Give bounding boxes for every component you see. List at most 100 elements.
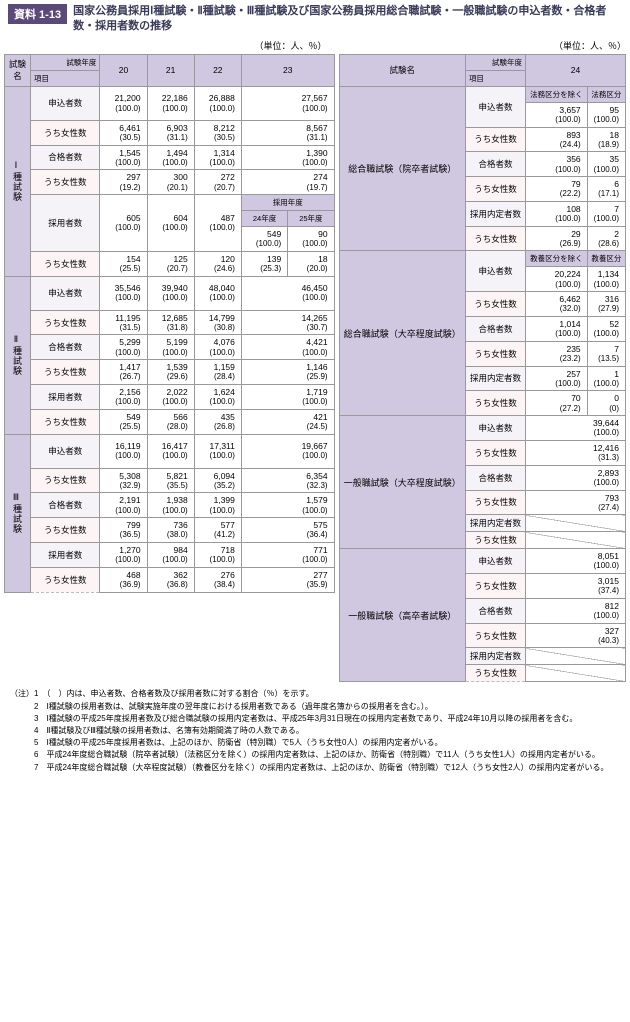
left-table: 試験名 試験年度 20 21 22 23 項目 Ⅰ種試験申込者数21,200(1…	[4, 54, 335, 593]
item: 合格者数	[465, 152, 525, 177]
data-cell: 5,199(100.0)	[147, 335, 194, 360]
page-title: 国家公務員採用Ⅰ種試験・Ⅱ種試験・Ⅲ種試験及び国家公務員採用総合職試験・一般職試…	[73, 4, 622, 35]
data-cell: 29(26.9)	[526, 226, 588, 251]
sub-f: うち女性数	[465, 292, 525, 317]
sub-f: うち女性数	[31, 170, 100, 195]
data-cell: 297(19.2)	[100, 170, 147, 195]
data-cell: 793(27.4)	[526, 490, 626, 515]
sub-f: うち女性数	[465, 127, 525, 152]
th-item: 項目	[31, 70, 100, 86]
item: 採用内定者数	[465, 648, 525, 665]
data-cell: 1,314(100.0)	[194, 145, 241, 170]
data-cell: 1,624(100.0)	[194, 385, 241, 410]
th-fy-r: 試験年度	[465, 54, 525, 70]
data-cell: 277(35.9)	[241, 567, 334, 592]
note-line: 2 Ⅰ種試験の採用者数は、試験実施年度の翌年度における採用者数である（過年度名簿…	[10, 701, 620, 712]
cat: Ⅰ種試験	[5, 86, 31, 276]
sub-f: うち女性数	[31, 518, 100, 543]
item: 申込者数	[465, 549, 525, 574]
item: 申込者数	[31, 434, 100, 468]
note-line: 5 Ⅰ種試験の平成25年度採用者数は、上記のほか、防衛省（特別職）で5人（うち女…	[10, 737, 620, 748]
data-cell: 18(20.0)	[288, 251, 334, 276]
sub-f: うち女性数	[31, 567, 100, 592]
sub-f: うち女性数	[31, 120, 100, 145]
data-cell: 274(19.7)	[241, 170, 334, 195]
sub-h1: 法務区分を除く	[526, 86, 588, 102]
th-fy-diag: 試験年度	[31, 54, 100, 70]
item: 採用内定者数	[465, 201, 525, 226]
notes: （注）1 （ ）内は、申込者数、合格者数及び採用者数に対する割合（％）を示す。 …	[0, 682, 630, 779]
data-cell: 18(18.9)	[587, 127, 625, 152]
data-cell: 2(28.6)	[587, 226, 625, 251]
data-cell: 108(100.0)	[526, 201, 588, 226]
data-cell: 16,417(100.0)	[147, 434, 194, 468]
data-cell: 19,667(100.0)	[241, 434, 334, 468]
data-cell: 566(28.0)	[147, 409, 194, 434]
sub-f: うち女性数	[31, 360, 100, 385]
data-cell: 27,567(100.0)	[241, 86, 334, 120]
data-cell: 26,888(100.0)	[194, 86, 241, 120]
data-cell: 125(20.7)	[147, 251, 194, 276]
data-cell: 8,212(30.5)	[194, 120, 241, 145]
data-cell: 5,308(32.9)	[100, 468, 147, 493]
data-cell: 1,494(100.0)	[147, 145, 194, 170]
data-cell: 52(100.0)	[587, 317, 625, 342]
data-cell: 79(22.2)	[526, 177, 588, 202]
item: 合格者数	[465, 317, 525, 342]
right-table: 試験名 試験年度 24 項目 総合職試験（院卒者試験） 申込者数 法務区分を除く…	[339, 54, 626, 683]
item: 申込者数	[465, 86, 525, 127]
th-y21: 21	[147, 54, 194, 86]
item: 申込者数	[31, 86, 100, 120]
data-cell: 8,567(31.1)	[241, 120, 334, 145]
data-cell: 3,015(37.4)	[526, 574, 626, 599]
data-cell: 35,546(100.0)	[100, 276, 147, 310]
data-cell: 6,354(32.3)	[241, 468, 334, 493]
data-cell: 316(27.9)	[587, 292, 625, 317]
data-cell: 5,299(100.0)	[100, 335, 147, 360]
data-cell: 1,014(100.0)	[526, 317, 588, 342]
data-cell: 1,134(100.0)	[587, 267, 625, 292]
data-cell: 6(17.1)	[587, 177, 625, 202]
data-cell: 435(26.8)	[194, 409, 241, 434]
data-cell: 1,270(100.0)	[100, 542, 147, 567]
sub-h2: 教養区分	[587, 251, 625, 267]
th-fy25: 25年度	[288, 211, 334, 227]
item: 合格者数	[465, 598, 525, 623]
sub-f: うち女性数	[31, 251, 100, 276]
sub-f: うち女性数	[465, 665, 525, 682]
th-exam-r: 試験名	[339, 54, 465, 86]
data-cell: 421(24.5)	[241, 409, 334, 434]
note-line: 6 平成24年度総合職試験（院卒者試験）（法務区分を除く）の採用内定者数は、上記…	[10, 749, 620, 760]
data-cell: 984(100.0)	[147, 542, 194, 567]
resource-badge: 資料 1-13	[8, 4, 67, 24]
th-adoptfy: 採用年度	[241, 195, 334, 211]
data-cell: 1,159(28.4)	[194, 360, 241, 385]
data-cell: 6,461(30.5)	[100, 120, 147, 145]
data-cell: 1,579(100.0)	[241, 493, 334, 518]
unit-right: （単位：人、％）	[339, 39, 626, 54]
cat: 一般職試験（高卒者試験）	[339, 549, 465, 682]
cat: 一般職試験（大卒程度試験）	[339, 416, 465, 549]
data-cell: 48,040(100.0)	[194, 276, 241, 310]
note-line: 4 Ⅱ種試験及びⅢ種試験の採用者数は、名簿有効期間満了時の人数である。	[10, 725, 620, 736]
data-cell: 22,186(100.0)	[147, 86, 194, 120]
data-cell: 120(24.6)	[194, 251, 241, 276]
sub-f: うち女性数	[465, 623, 525, 648]
data-cell: 549(100.0)	[241, 227, 287, 252]
data-cell: 235(23.2)	[526, 341, 588, 366]
note-line: （注）1 （ ）内は、申込者数、合格者数及び採用者数に対する割合（％）を示す。	[10, 688, 620, 699]
data-cell: 1,417(26.7)	[100, 360, 147, 385]
data-cell: 139(25.3)	[241, 251, 287, 276]
data-cell: 16,119(100.0)	[100, 434, 147, 468]
item: 採用内定者数	[465, 515, 525, 532]
sub-f: うち女性数	[31, 409, 100, 434]
data-cell: 327(40.3)	[526, 623, 626, 648]
data-cell: 575(36.4)	[241, 518, 334, 543]
data-cell: 11,195(31.5)	[100, 310, 147, 335]
item: 申込者数	[31, 276, 100, 310]
th-y22: 22	[194, 54, 241, 86]
data-cell: 6,903(31.1)	[147, 120, 194, 145]
data-cell: 14,799(30.8)	[194, 310, 241, 335]
note-line: 3 Ⅰ種試験の平成25年度採用者数及び総合職試験の採用内定者数は、平成25年3月…	[10, 713, 620, 724]
th-exam: 試験名	[5, 54, 31, 86]
